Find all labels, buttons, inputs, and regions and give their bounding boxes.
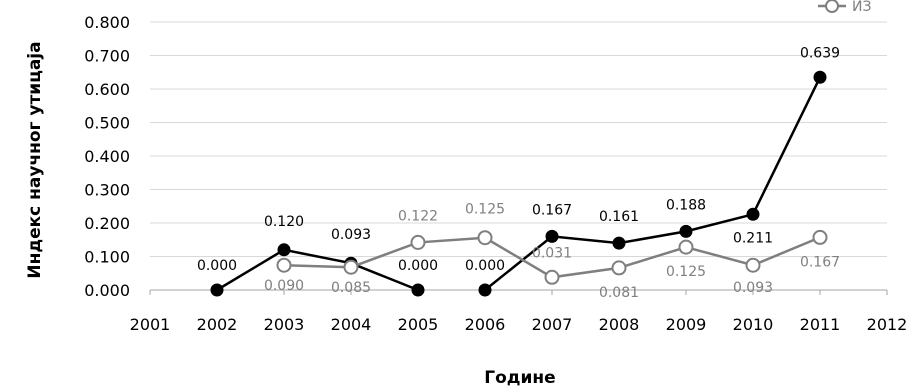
legend-label: ИЗ xyxy=(852,0,871,15)
x-tick-label: 2008 xyxy=(599,315,640,334)
data-label: 0.188 xyxy=(666,197,706,213)
x-tick-label: 2011 xyxy=(800,315,841,334)
data-label: 0.167 xyxy=(532,202,572,218)
series-1 xyxy=(210,70,827,297)
data-label: 0.081 xyxy=(599,285,639,301)
series-layer xyxy=(210,70,828,297)
data-point xyxy=(611,260,627,276)
data-label: 0.125 xyxy=(666,264,706,280)
x-tick-label: 2006 xyxy=(465,315,506,334)
data-point xyxy=(277,243,291,257)
data-point xyxy=(411,283,425,297)
y-tick-label: 0.700 xyxy=(84,47,130,66)
data-point xyxy=(679,224,693,238)
y-tick-label: 0.800 xyxy=(84,13,130,32)
legend: ИЗ xyxy=(818,0,871,15)
x-axis-ticks: 2001 2002 2003 2004 2005 2006 2007 2008 2009 2010… xyxy=(130,290,908,334)
data-label: 0.120 xyxy=(264,214,304,230)
gridlines xyxy=(150,21,887,291)
series-2 xyxy=(276,229,828,285)
data-label: 0.000 xyxy=(197,258,237,274)
x-tick-label: 2003 xyxy=(264,315,305,334)
data-point xyxy=(478,283,492,297)
x-tick-label: 2002 xyxy=(197,315,238,334)
data-point xyxy=(410,234,426,250)
y-tick-label: 0.600 xyxy=(84,80,130,99)
data-label: 0.093 xyxy=(331,227,371,243)
data-label: 0.093 xyxy=(733,280,773,296)
series-line xyxy=(484,76,822,291)
data-label: 0.167 xyxy=(800,254,840,270)
x-axis-title: Године xyxy=(484,368,555,388)
data-label: 0.125 xyxy=(465,202,505,218)
x-tick-label: 2007 xyxy=(532,315,573,334)
x-tick-label: 2004 xyxy=(331,315,372,334)
y-axis-ticks: 0.000 0.100 0.200 0.300 0.400 0.500 0.600 0.700… xyxy=(84,13,130,300)
data-label: 0.085 xyxy=(331,280,371,296)
y-tick-label: 0.000 xyxy=(84,281,130,300)
y-axis-title: Индекс научног утицаја xyxy=(25,41,45,278)
data-point xyxy=(343,259,359,275)
x-tick-label: 2012 xyxy=(867,315,908,334)
data-labels: 0.000 0.120 0.093 0.000 0.000 0.167 0.161 0.188… xyxy=(197,45,840,301)
y-tick-label: 0.100 xyxy=(84,248,130,267)
data-point xyxy=(745,257,761,273)
data-point xyxy=(813,70,827,84)
data-label: 0.031 xyxy=(532,245,572,261)
data-point xyxy=(544,269,560,285)
data-label: 0.090 xyxy=(264,278,304,294)
data-label: 0.122 xyxy=(398,208,438,224)
data-label: 0.000 xyxy=(398,258,438,274)
data-point xyxy=(545,229,559,243)
data-point xyxy=(678,239,694,255)
data-label: 0.161 xyxy=(599,209,639,225)
x-tick-label: 2005 xyxy=(398,315,439,334)
data-label: 0.639 xyxy=(800,45,840,61)
data-point xyxy=(746,207,760,221)
x-tick-label: 2009 xyxy=(666,315,707,334)
data-point xyxy=(612,236,626,250)
y-tick-label: 0.300 xyxy=(84,181,130,200)
data-label: 0.211 xyxy=(733,230,773,246)
x-tick-label: 2010 xyxy=(733,315,774,334)
series-line xyxy=(216,248,419,292)
data-point xyxy=(276,257,292,273)
data-point xyxy=(210,283,224,297)
data-point xyxy=(477,230,493,246)
x-tick-label: 2001 xyxy=(130,315,171,334)
y-tick-label: 0.500 xyxy=(84,114,130,133)
data-point xyxy=(812,229,828,245)
y-tick-label: 0.200 xyxy=(84,214,130,233)
y-tick-label: 0.400 xyxy=(84,147,130,166)
data-label: 0.000 xyxy=(465,258,505,274)
legend-marker xyxy=(825,0,839,13)
